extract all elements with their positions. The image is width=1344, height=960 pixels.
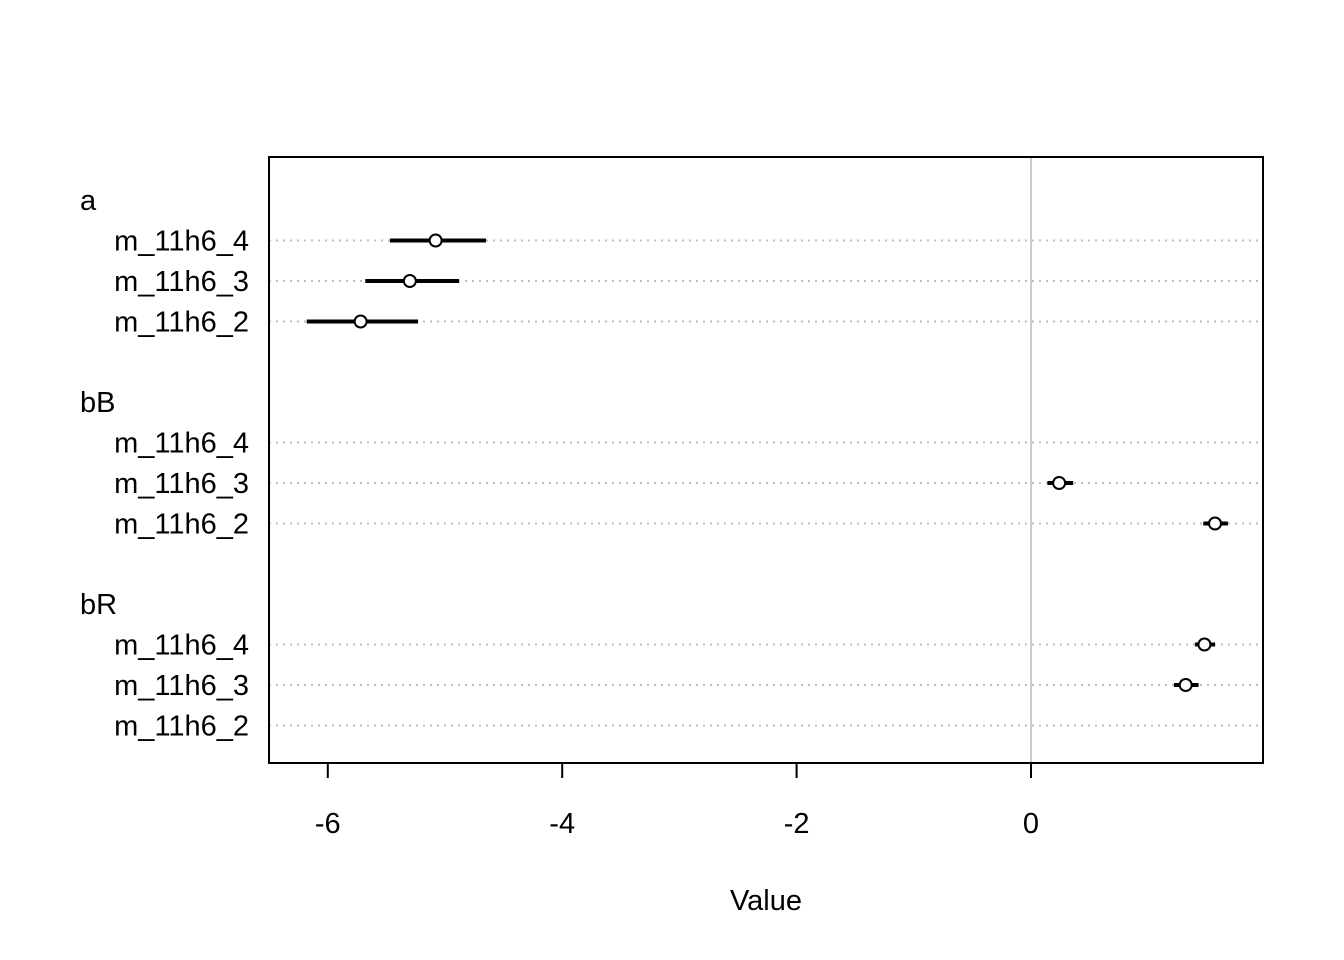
point-estimate xyxy=(402,274,417,288)
marks-layer xyxy=(306,233,1228,692)
x-axis: -6 -4 -2 0 xyxy=(315,762,1039,840)
row-label: m_11h6_4 xyxy=(114,428,249,460)
row-label: m_11h6_3 xyxy=(114,266,249,298)
x-tick-label: -6 xyxy=(315,808,341,840)
row-label: m_11h6_2 xyxy=(114,307,249,339)
point-estimate xyxy=(353,314,368,329)
row-label: m_11h6_4 xyxy=(114,226,249,258)
label-layer: a m_11h6_4 m_11h6_3 m_11h6_2 bB m_11h6_4 m_11h… xyxy=(80,185,249,743)
row-label: m_11h6_2 xyxy=(114,509,249,541)
row-label: m_11h6_3 xyxy=(114,468,249,500)
x-tick-label: 0 xyxy=(1023,808,1039,840)
point-estimate xyxy=(1052,476,1067,490)
point-estimate xyxy=(1178,678,1193,692)
point-estimate xyxy=(428,233,443,248)
point-estimate xyxy=(1197,637,1212,652)
x-tick-label: -2 xyxy=(784,808,810,840)
row-label: m_11h6_2 xyxy=(114,711,249,743)
x-axis-title: Value xyxy=(730,885,802,917)
grid-layer xyxy=(269,157,1263,763)
row-label: m_11h6_4 xyxy=(114,630,249,662)
group-label: a xyxy=(80,185,97,217)
group-label: bR xyxy=(80,589,117,621)
group-label: bB xyxy=(80,387,115,419)
row-label: m_11h6_3 xyxy=(114,670,249,702)
point-estimate xyxy=(1208,516,1223,531)
plot-frame xyxy=(268,156,1264,764)
x-tick-label: -4 xyxy=(549,808,575,840)
